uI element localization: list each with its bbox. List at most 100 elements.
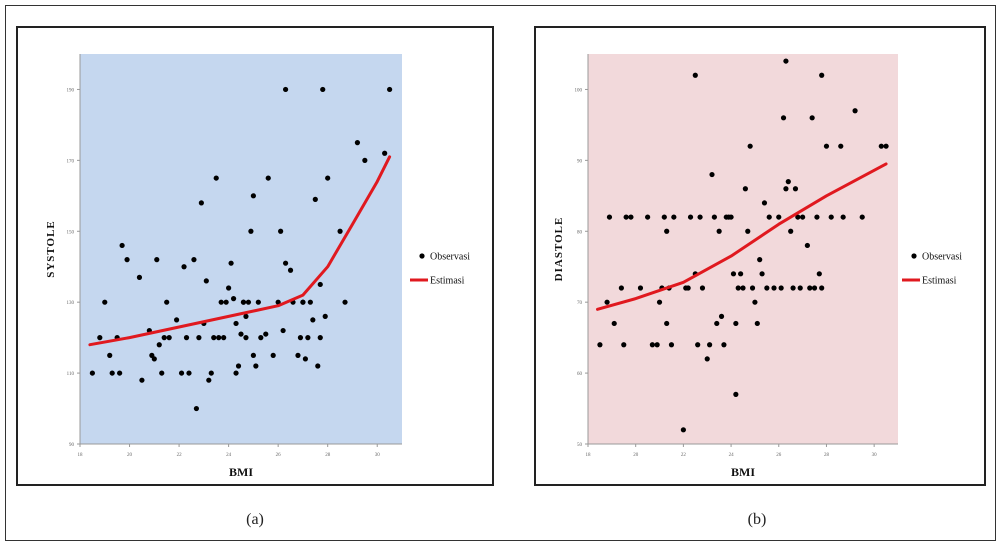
observed-point xyxy=(255,299,261,305)
y-tick-label: 190 xyxy=(67,88,75,93)
y-axis-title: SYSTOLE xyxy=(45,220,57,278)
observed-point xyxy=(211,335,217,341)
y-tick-label: 170 xyxy=(67,159,75,164)
observed-point xyxy=(154,257,160,263)
observed-point xyxy=(337,228,343,234)
figure-frame: 90 110 130 150 170 190 18 20 22 24 26 28 30 BMI SYSTOL… xyxy=(5,5,996,541)
legend-observed-marker xyxy=(419,253,425,259)
observed-point xyxy=(223,299,229,305)
observed-point xyxy=(139,377,145,383)
observed-point xyxy=(305,335,311,341)
observed-point xyxy=(735,285,741,291)
observed-point xyxy=(714,320,720,327)
observed-point xyxy=(685,285,691,291)
observed-point xyxy=(823,143,830,149)
observed-point xyxy=(235,363,242,369)
x-tick-label: 20 xyxy=(633,453,639,458)
observed-point xyxy=(804,242,810,249)
legend-observed-marker xyxy=(911,253,917,259)
observed-point xyxy=(124,257,130,263)
observed-point xyxy=(166,335,172,341)
observed-point xyxy=(776,214,782,220)
observed-point xyxy=(174,317,180,323)
observed-point xyxy=(766,214,772,220)
observed-point xyxy=(783,58,789,64)
observed-point xyxy=(362,157,368,163)
observed-point xyxy=(109,370,115,376)
observed-point xyxy=(778,285,784,291)
observed-point xyxy=(322,313,328,319)
observed-point xyxy=(649,342,655,348)
observed-point xyxy=(654,342,660,348)
legend-observed-label: Observasi xyxy=(922,252,962,263)
observed-point xyxy=(733,391,739,397)
x-tick-label: 26 xyxy=(276,453,282,458)
x-tick-label: 18 xyxy=(78,453,84,458)
observed-point xyxy=(191,257,197,263)
observed-point xyxy=(287,267,294,273)
observed-point xyxy=(668,342,675,348)
observed-point xyxy=(117,370,123,376)
x-tick-label: 20 xyxy=(127,453,132,458)
observed-point xyxy=(819,285,825,291)
observed-point xyxy=(183,335,190,341)
observed-point xyxy=(809,115,815,121)
observed-point xyxy=(263,331,269,337)
observed-point xyxy=(270,352,276,358)
observed-point xyxy=(730,271,737,277)
estimated-curve xyxy=(596,162,888,311)
observed-point xyxy=(707,342,713,348)
observed-point xyxy=(800,214,806,220)
observed-point xyxy=(315,363,321,369)
observed-point xyxy=(738,271,744,277)
observed-point xyxy=(621,342,627,348)
caption-b: (b) xyxy=(747,511,767,528)
observed-point xyxy=(718,313,725,319)
observed-point xyxy=(265,175,271,181)
observed-point xyxy=(107,352,113,358)
observed-point xyxy=(797,285,803,291)
observed-point xyxy=(119,242,125,249)
observed-point xyxy=(218,299,224,305)
observed-point xyxy=(711,214,717,220)
observed-point xyxy=(697,214,703,220)
observed-point xyxy=(320,86,326,93)
observed-point xyxy=(721,342,727,348)
y-tick-label: 100 xyxy=(575,88,583,93)
observed-point xyxy=(628,214,634,220)
observed-point xyxy=(790,285,796,291)
observed-point xyxy=(193,405,200,412)
observed-point xyxy=(742,186,748,192)
observed-point xyxy=(597,342,603,348)
observed-point xyxy=(151,356,157,362)
y-tick-label: 90 xyxy=(69,443,75,448)
observed-point xyxy=(838,143,844,149)
observed-point xyxy=(695,342,701,348)
observed-point xyxy=(785,179,791,185)
observed-point xyxy=(342,299,348,305)
observed-point xyxy=(606,214,613,220)
observed-point xyxy=(280,327,286,334)
legend-observed-label: Observasi xyxy=(430,252,470,263)
observed-point xyxy=(699,285,706,291)
observed-point xyxy=(243,335,249,341)
observed-point xyxy=(645,214,651,220)
observed-point xyxy=(757,257,763,263)
y-tick-label: 50 xyxy=(577,443,583,448)
plot-area xyxy=(80,54,402,444)
observed-point xyxy=(733,320,739,327)
observed-point xyxy=(203,278,209,284)
x-axis-title: BMI xyxy=(731,465,755,479)
observed-point xyxy=(196,335,202,341)
observed-point xyxy=(671,214,677,220)
y-tick-label: 80 xyxy=(577,230,583,235)
observed-point xyxy=(295,352,301,358)
legend-estimated-label: Estimasi xyxy=(430,276,465,287)
observed-point xyxy=(752,299,758,305)
observed-point xyxy=(226,285,232,291)
observed-point xyxy=(253,363,259,369)
observed-point xyxy=(716,228,722,234)
observed-point xyxy=(282,86,289,93)
observed-point xyxy=(704,356,710,362)
y-tick-label: 70 xyxy=(577,301,583,306)
